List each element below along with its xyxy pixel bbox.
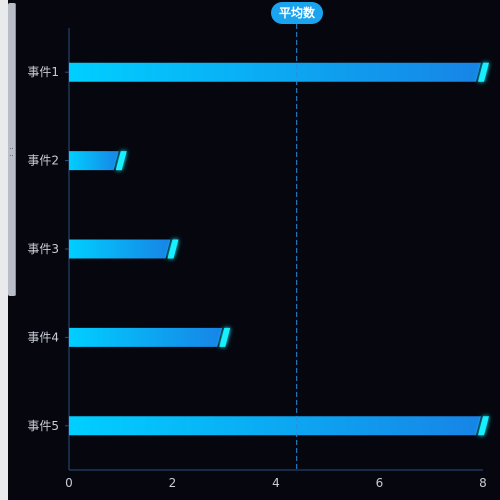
window-edge	[0, 0, 8, 500]
bar[interactable]	[69, 239, 171, 259]
bar-cap	[219, 327, 231, 347]
side-scrollbar-handle[interactable]	[8, 3, 16, 296]
x-tick-label: 6	[376, 476, 384, 490]
y-tick-label: 事件3	[27, 242, 59, 256]
bar[interactable]	[69, 151, 119, 171]
bar-cap	[478, 62, 489, 82]
bars-group	[69, 62, 489, 436]
grip-icon	[10, 148, 13, 156]
x-tick-label: 8	[479, 476, 487, 490]
x-tick-label: 4	[272, 476, 280, 490]
y-tick-labels: 事件1 事件2 事件3 事件4 事件5	[27, 65, 69, 433]
bar[interactable]	[69, 416, 481, 436]
bar-cap	[115, 151, 127, 171]
bar-cap	[167, 239, 179, 259]
y-tick-label: 事件1	[27, 65, 59, 79]
y-tick-label: 事件2	[27, 154, 59, 168]
bar-cap	[478, 416, 489, 436]
x-tick-label: 0	[65, 476, 73, 490]
x-tick-labels: 0 2 4 6 8	[65, 476, 487, 490]
y-tick-label: 事件5	[27, 419, 59, 433]
x-tick-label: 2	[169, 476, 177, 490]
bar[interactable]	[69, 62, 481, 82]
average-label: 平均数	[271, 2, 323, 24]
bar[interactable]	[69, 327, 223, 347]
y-tick-label: 事件4	[27, 330, 59, 344]
